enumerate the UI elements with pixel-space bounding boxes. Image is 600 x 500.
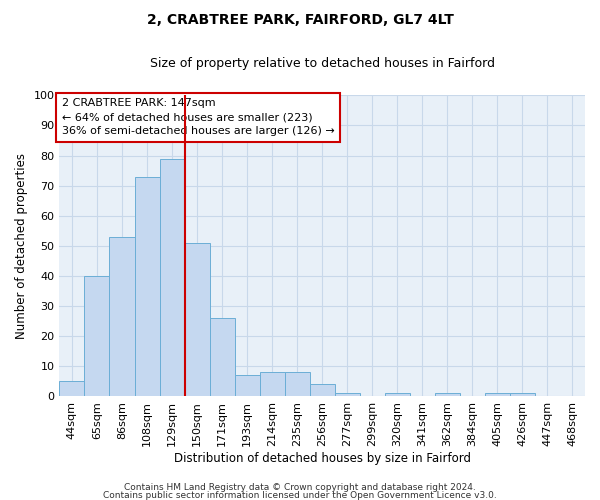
Bar (209, 318, 235, 396)
Bar (485, 394, 510, 396)
Bar (260, 372, 284, 396)
Bar (510, 394, 535, 396)
Text: 2, CRABTREE PARK, FAIRFORD, GL7 4LT: 2, CRABTREE PARK, FAIRFORD, GL7 4LT (146, 12, 454, 26)
Text: Contains HM Land Registry data © Crown copyright and database right 2024.: Contains HM Land Registry data © Crown c… (124, 484, 476, 492)
Bar (385, 394, 410, 396)
Bar (235, 376, 260, 396)
Bar (335, 394, 360, 396)
X-axis label: Distribution of detached houses by size in Fairford: Distribution of detached houses by size … (174, 452, 471, 465)
Bar (160, 158, 185, 396)
Text: Contains public sector information licensed under the Open Government Licence v3: Contains public sector information licen… (103, 490, 497, 500)
Text: 2 CRABTREE PARK: 147sqm
← 64% of detached houses are smaller (223)
36% of semi-d: 2 CRABTREE PARK: 147sqm ← 64% of detache… (62, 98, 335, 136)
Bar (284, 372, 310, 396)
Bar (109, 237, 134, 396)
Bar (85, 276, 109, 396)
Y-axis label: Number of detached properties: Number of detached properties (15, 153, 28, 339)
Bar (134, 176, 160, 396)
Bar (310, 384, 335, 396)
Title: Size of property relative to detached houses in Fairford: Size of property relative to detached ho… (150, 58, 495, 70)
Bar (185, 243, 209, 396)
Bar (435, 394, 460, 396)
Bar (59, 382, 85, 396)
